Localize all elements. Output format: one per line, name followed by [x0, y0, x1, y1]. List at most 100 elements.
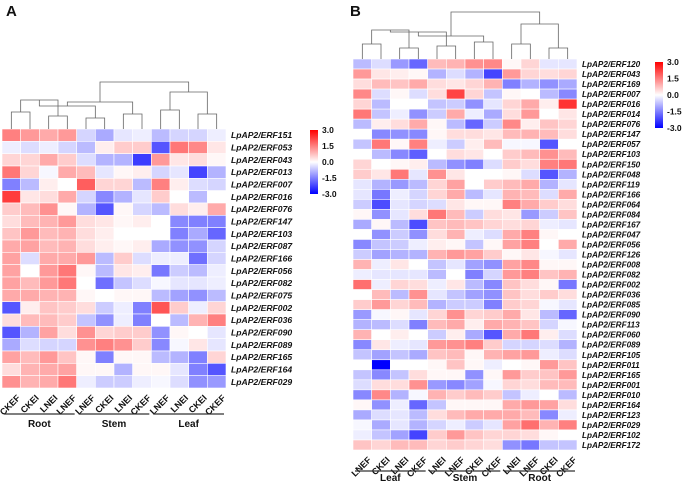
heatmap-cell — [76, 264, 96, 278]
heatmap-cell — [1, 276, 21, 290]
heatmap-cell — [95, 128, 115, 142]
heatmap-cell — [483, 199, 503, 210]
heatmap-cell — [464, 189, 484, 200]
heatmap-cell — [446, 118, 466, 130]
heatmap-cell — [188, 178, 208, 191]
heatmap-cell — [352, 168, 372, 180]
heatmap-cell — [20, 313, 40, 327]
heatmap-cell — [520, 168, 540, 180]
heatmap-cell — [371, 249, 391, 260]
heatmap-cell — [352, 339, 372, 351]
heatmap-cell — [95, 178, 115, 191]
heatmap-cell — [408, 439, 428, 451]
heatmap-cell — [502, 369, 522, 381]
heatmap-cell — [483, 319, 503, 330]
heatmap-cell — [427, 88, 447, 100]
heatmap-cell — [113, 301, 133, 315]
heatmap-cell — [483, 88, 503, 100]
row-label: LpAP2/ERF007 — [231, 180, 293, 190]
heatmap-cell — [1, 326, 21, 339]
heatmap-cell — [446, 249, 466, 260]
heatmap-cell — [188, 202, 208, 216]
heatmap-cell — [95, 239, 115, 253]
heatmap-cell — [539, 128, 559, 140]
heatmap-cell — [151, 375, 171, 389]
heatmap-cell — [446, 239, 466, 250]
heatmap-cell — [169, 375, 189, 389]
heatmap-cell — [520, 249, 540, 260]
heatmap-cell — [76, 326, 96, 339]
heatmap-cell — [502, 279, 522, 290]
heatmap-cell — [464, 329, 484, 341]
heatmap-cell — [483, 168, 503, 180]
heatmap-cell — [520, 78, 540, 90]
heatmap-cell — [113, 276, 133, 290]
heatmap-cell — [483, 138, 503, 150]
heatmap-cell — [427, 269, 447, 280]
heatmap-cell — [408, 429, 428, 441]
heatmap-cell — [464, 409, 484, 421]
heatmap-cell — [483, 309, 503, 320]
heatmap-cell — [446, 219, 466, 230]
row-label: LpAP2/ERF105 — [582, 351, 641, 360]
heatmap-cell — [371, 329, 391, 341]
heatmap-cell — [57, 215, 77, 228]
heatmap-cell — [483, 209, 503, 220]
heatmap-cell — [352, 359, 372, 371]
heatmap-cell — [390, 229, 410, 240]
heatmap-cell — [483, 399, 503, 411]
heatmap-cell — [520, 399, 540, 411]
heatmap-cell — [483, 439, 503, 451]
heatmap-cell — [446, 209, 466, 220]
heatmap-cell — [520, 138, 540, 150]
heatmap-cell — [1, 165, 21, 179]
heatmap-cell — [169, 202, 189, 216]
heatmap-cell — [502, 239, 522, 250]
heatmap-cell — [20, 289, 40, 302]
heatmap-cell — [39, 178, 59, 191]
heatmap-cell — [502, 379, 522, 391]
heatmap-cell — [169, 338, 189, 352]
heatmap-cell — [207, 190, 227, 204]
heatmap-cell — [1, 375, 21, 389]
heatmap-cell — [408, 329, 428, 341]
heatmap-cell — [371, 319, 391, 330]
heatmap-cell — [57, 264, 77, 278]
heatmap-cell — [95, 276, 115, 290]
heatmap-cell — [113, 289, 133, 302]
row-label: LpAP2/ERF164 — [231, 365, 292, 375]
heatmap-cell — [427, 219, 447, 230]
group-label: Root — [528, 473, 551, 482]
heatmap-cell — [20, 350, 40, 364]
heatmap-cell — [352, 399, 372, 411]
heatmap-cell — [464, 269, 484, 280]
row-label: LpAP2/ERF167 — [582, 220, 641, 229]
heatmap-cell — [427, 78, 447, 90]
heatmap-cell — [371, 199, 391, 210]
heatmap-cell — [446, 269, 466, 280]
heatmap-cell — [39, 215, 59, 228]
heatmap-cell — [151, 326, 171, 339]
heatmap-cell — [132, 301, 152, 315]
color-scale-tick: -3.0 — [322, 189, 337, 199]
heatmap-cell — [352, 379, 372, 391]
heatmap-cell — [207, 165, 227, 179]
heatmap-cell — [502, 88, 522, 100]
heatmap-cell — [558, 209, 578, 220]
heatmap-cell — [390, 88, 410, 100]
heatmap-cell — [520, 88, 540, 100]
heatmap-cell — [371, 289, 391, 300]
heatmap-cell — [408, 269, 428, 280]
row-label: LpAP2/ERF119 — [582, 180, 640, 189]
heatmap-cell — [483, 249, 503, 260]
heatmap-cell — [352, 118, 372, 130]
heatmap-cell — [352, 409, 372, 421]
heatmap-cell — [95, 215, 115, 228]
heatmap-cell — [427, 199, 447, 210]
heatmap-cell — [39, 141, 59, 154]
heatmap-cell — [502, 118, 522, 130]
heatmap-cell — [390, 138, 410, 150]
heatmap-cell — [39, 363, 59, 376]
heatmap-cell — [539, 78, 559, 90]
heatmap-cell — [446, 199, 466, 210]
